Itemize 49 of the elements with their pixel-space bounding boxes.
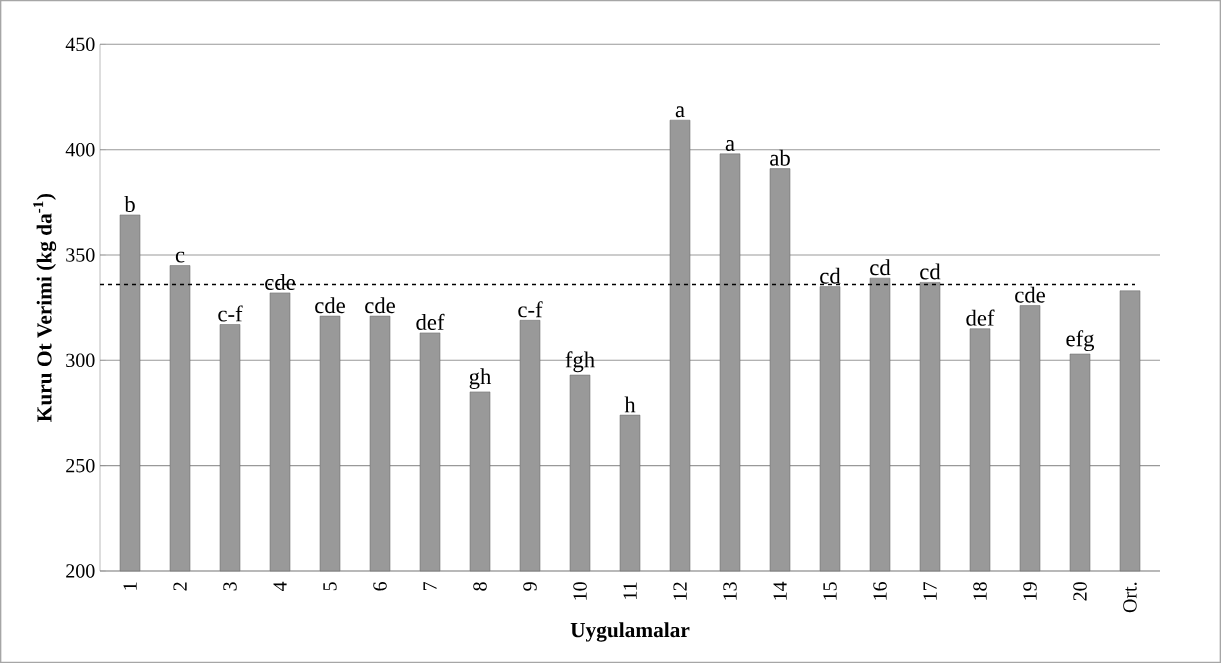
x-tick-label: 20 bbox=[1073, 582, 1087, 601]
y-tick-label: 300 bbox=[66, 353, 95, 368]
data-label: cde bbox=[315, 297, 345, 314]
x-tick-label: 2 bbox=[173, 582, 187, 591]
data-label: b bbox=[124, 196, 135, 213]
x-tick-label: 10 bbox=[573, 582, 587, 600]
x-tick-label: Ort. bbox=[1123, 582, 1137, 613]
x-tick-label: 1 bbox=[123, 582, 137, 590]
data-label: efg bbox=[1066, 330, 1095, 352]
data-label: c bbox=[175, 251, 185, 263]
data-label: a bbox=[725, 140, 735, 151]
x-tick-label: 16 bbox=[873, 581, 887, 600]
x-tick-label: 4 bbox=[273, 581, 287, 591]
data-label: gh bbox=[469, 368, 492, 389]
data-label: cd bbox=[870, 259, 891, 276]
x-tick-label: 6 bbox=[373, 581, 387, 591]
data-label: cde bbox=[365, 297, 395, 314]
x-tick-label: 3 bbox=[223, 582, 237, 591]
x-tick-label: 18 bbox=[973, 582, 987, 600]
x-tick-label: 19 bbox=[1023, 582, 1037, 600]
data-label: cde bbox=[265, 274, 295, 290]
y-tick-label: 400 bbox=[65, 142, 95, 157]
data-label: a bbox=[675, 106, 685, 118]
data-label: fgh bbox=[565, 351, 595, 373]
x-axis-title: Uygulamalar bbox=[570, 622, 690, 642]
y-tick-label: 350 bbox=[66, 248, 95, 262]
x-tick-label: 5 bbox=[323, 582, 337, 591]
data-label: c-f bbox=[518, 301, 543, 318]
y-axis-title: Kuru Ot Verimi (kg da$^{-1}$) bbox=[33, 193, 57, 422]
data-label: cd bbox=[820, 267, 841, 284]
x-tick-label: 7 bbox=[423, 581, 437, 591]
x-tick-label: 15 bbox=[823, 582, 837, 600]
x-tick-label: 11 bbox=[623, 582, 637, 599]
y-tick-label: 250 bbox=[66, 458, 95, 473]
x-tick-label: 9 bbox=[523, 582, 537, 591]
data-label: cde bbox=[1015, 286, 1045, 303]
data-label: c-f bbox=[218, 305, 243, 322]
x-tick-label: 8 bbox=[473, 582, 487, 591]
data-label: cd bbox=[920, 263, 941, 280]
y-tick-label: 450 bbox=[65, 37, 95, 52]
y-tick-label: 200 bbox=[66, 564, 95, 578]
data-label: h bbox=[624, 396, 636, 413]
x-tick-label: 14 bbox=[773, 581, 787, 600]
x-tick-label: 13 bbox=[723, 582, 737, 600]
x-tick-label: 17 bbox=[923, 581, 937, 600]
data-label: def bbox=[966, 309, 995, 326]
data-label: def bbox=[416, 313, 445, 331]
data-label: ab bbox=[770, 149, 790, 166]
x-tick-label: 12 bbox=[673, 582, 687, 600]
